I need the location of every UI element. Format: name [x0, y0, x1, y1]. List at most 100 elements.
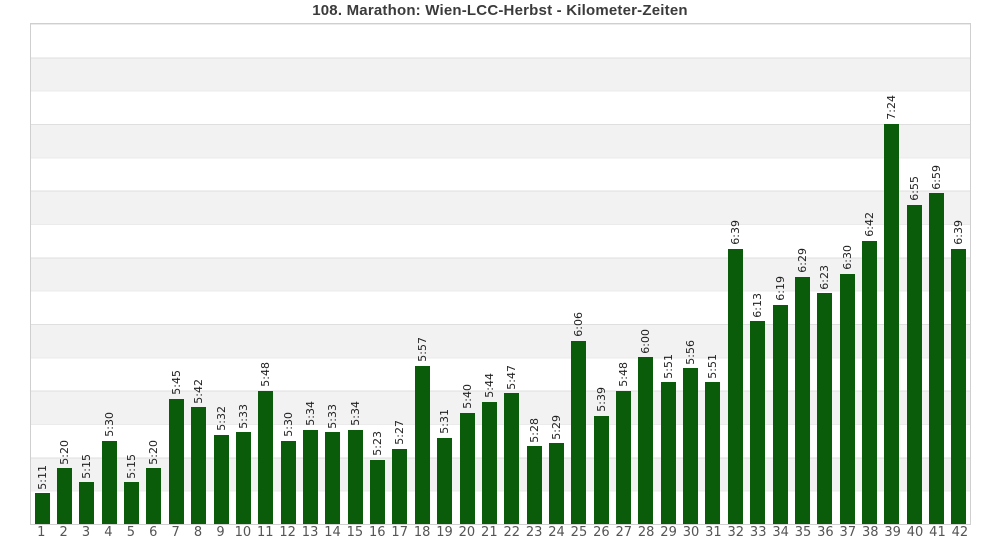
bar-value-label: 5:15 — [80, 453, 94, 479]
bar-slot-km-36: 6:23 — [814, 24, 836, 524]
bar — [258, 390, 274, 524]
bar-slot-km-27: 5:48 — [612, 24, 634, 524]
bar — [370, 460, 386, 524]
bar — [481, 401, 497, 524]
bar — [616, 390, 632, 524]
bar — [57, 468, 73, 524]
chart-title: 108. Marathon: Wien-LCC-Herbst - Kilomet… — [312, 2, 688, 19]
bar-value-label: 5:45 — [169, 370, 183, 395]
bar-value-label: 6:55 — [907, 175, 921, 201]
bar-value-label: 6:06 — [572, 312, 586, 337]
bar — [280, 440, 296, 524]
bar-slot-km-32: 6:39 — [724, 24, 746, 524]
bar-value-label: 6:30 — [840, 245, 854, 270]
bar-value-label: 5:51 — [706, 353, 720, 379]
x-axis-label: 14 — [324, 525, 341, 540]
x-axis-label: 17 — [391, 525, 408, 540]
bar — [414, 365, 430, 524]
bar-value-label: 5:29 — [549, 414, 563, 440]
bar-slot-km-15: 5:34 — [344, 24, 366, 524]
x-axis-label: 9 — [216, 525, 225, 540]
bar — [459, 412, 475, 524]
x-axis-label: 36 — [817, 525, 834, 540]
x-axis-label: 32 — [727, 525, 745, 540]
x-axis-label: 25 — [570, 525, 588, 540]
bar-slot-km-30: 5:56 — [679, 24, 701, 524]
bar — [168, 399, 184, 524]
bar — [571, 340, 587, 524]
bar-value-label: 6:19 — [773, 275, 787, 301]
x-axis-label: 42 — [951, 525, 969, 540]
x-axis-label: 20 — [458, 525, 476, 540]
bar-value-label: 5:48 — [259, 362, 273, 387]
bar-slot-km-35: 6:29 — [791, 24, 813, 524]
bar-value-label: 6:13 — [751, 292, 765, 318]
bar-slot-km-34: 6:19 — [769, 24, 791, 524]
bar-slot-km-2: 5:20 — [53, 24, 75, 524]
bar-slot-km-39: 7:24 — [881, 24, 903, 524]
bar-value-label: 5:27 — [393, 420, 407, 445]
x-axis-label: 37 — [839, 525, 857, 540]
bar — [79, 482, 95, 524]
bar-slot-km-17: 5:27 — [389, 24, 411, 524]
bar — [705, 382, 721, 524]
bar-value-label: 6:00 — [639, 328, 653, 354]
bar — [794, 276, 810, 524]
bar — [683, 368, 699, 524]
bar — [593, 415, 609, 524]
bar-value-label: 5:23 — [371, 431, 385, 457]
bar-value-label: 5:47 — [505, 364, 519, 390]
bar — [727, 249, 743, 524]
bar — [839, 274, 855, 524]
bar — [302, 429, 318, 524]
bar-slot-km-11: 5:48 — [255, 24, 277, 524]
x-axis-label: 22 — [503, 525, 520, 540]
bar-slot-km-19: 5:31 — [433, 24, 455, 524]
x-axis-label: 41 — [929, 525, 946, 540]
bar-slot-km-23: 5:28 — [523, 24, 545, 524]
bar-value-label: 5:34 — [348, 400, 362, 426]
bar-value-label: 5:20 — [58, 439, 72, 465]
bar-slot-km-14: 5:33 — [322, 24, 344, 524]
x-axis-label: 39 — [884, 525, 901, 540]
bar-slot-km-21: 5:44 — [478, 24, 500, 524]
x-axis-label: 1 — [37, 525, 46, 540]
bar-slot-km-28: 6:00 — [635, 24, 657, 524]
x-axis-label: 38 — [861, 525, 879, 540]
x-axis-label: 12 — [279, 525, 296, 540]
x-axis-label: 5 — [126, 525, 135, 540]
bar-slot-km-24: 5:29 — [545, 24, 567, 524]
bar-slot-km-12: 5:30 — [277, 24, 299, 524]
bar — [392, 449, 408, 524]
bar-value-label: 5:40 — [460, 384, 474, 409]
bar-slot-km-8: 5:42 — [188, 24, 210, 524]
x-axis-label: 13 — [301, 525, 319, 540]
x-axis-label: 28 — [637, 525, 655, 540]
x-axis: 1 2 3 4 5 6 7 8 9 10 11 12 13 14 15 16 17 18 19 20 21 22 23 24 2… — [30, 526, 971, 539]
bar-slot-km-25: 6:06 — [568, 24, 590, 524]
bar-slot-km-33: 6:13 — [747, 24, 769, 524]
bar-slot-km-40: 6:55 — [903, 24, 925, 524]
bar — [124, 482, 140, 524]
bar-value-label: 7:24 — [885, 95, 899, 120]
bars-row: 5:11 5:20 5:15 5:30 5:15 5:20 5:45 5:42 5:32 5:33… — [31, 24, 970, 524]
bar-slot-km-3: 5:15 — [76, 24, 98, 524]
x-axis-label: 31 — [705, 525, 722, 540]
bar-slot-km-9: 5:32 — [210, 24, 232, 524]
bar-value-label: 5:33 — [236, 403, 250, 429]
x-axis-label: 18 — [413, 525, 431, 540]
bar-slot-km-42: 6:39 — [948, 24, 970, 524]
bar — [929, 193, 945, 524]
bar-value-label: 5:20 — [147, 439, 161, 465]
x-axis-label: 10 — [234, 525, 252, 540]
bar — [191, 407, 207, 524]
x-axis-label: 6 — [149, 525, 158, 540]
bar-slot-km-29: 5:51 — [657, 24, 679, 524]
bar-value-label: 6:59 — [930, 164, 944, 190]
bar — [660, 382, 676, 524]
bar — [548, 443, 564, 524]
x-axis-label: 27 — [615, 525, 633, 540]
x-axis-label: 24 — [548, 525, 565, 540]
bar — [906, 204, 922, 524]
bar-slot-km-7: 5:45 — [165, 24, 187, 524]
